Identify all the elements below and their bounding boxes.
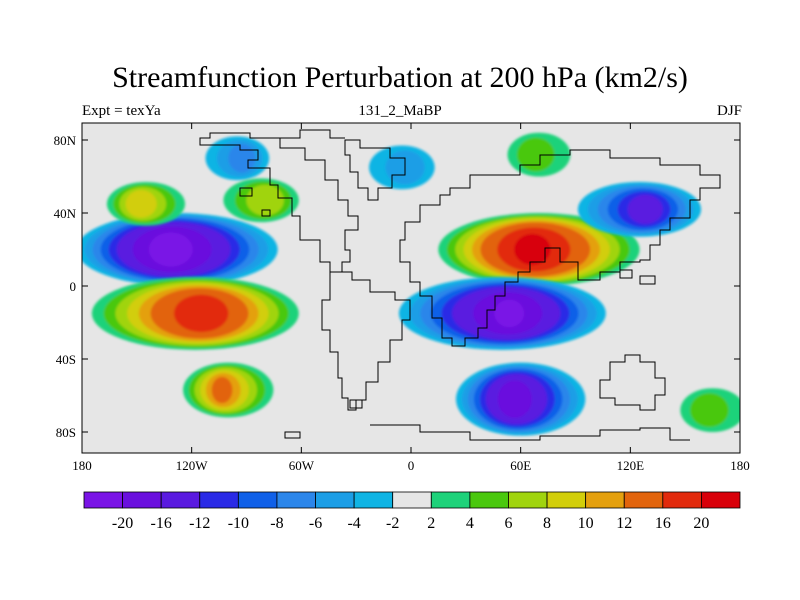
contour-band	[125, 190, 157, 218]
contour-band	[228, 143, 256, 173]
x-tick-label: 120W	[176, 458, 209, 473]
colorbar-label: 10	[578, 515, 594, 532]
colorbar-swatch	[353, 491, 394, 509]
experiment-label: Expt = texYa	[82, 103, 161, 119]
contour-band	[246, 184, 284, 216]
colorbar-label: -12	[189, 515, 210, 532]
contour-feature	[369, 145, 435, 190]
colorbar-label: -10	[228, 515, 249, 532]
colorbar-swatch	[237, 491, 278, 509]
contour-feature	[223, 178, 299, 223]
colorbar-label: -2	[386, 515, 399, 532]
colorbar-label: 2	[427, 515, 435, 532]
colorbar-label: 16	[655, 515, 671, 532]
colorbar-swatch	[276, 491, 316, 509]
contour-feature	[82, 213, 278, 286]
y-tick-label: 80S	[56, 425, 76, 440]
contour-band	[690, 393, 729, 428]
contour-band	[148, 232, 193, 267]
contour-feature	[455, 362, 586, 436]
contour-feature	[183, 362, 274, 418]
colorbar-label: -16	[151, 515, 172, 532]
coastline-antarctica	[284, 424, 690, 441]
contour-band	[494, 299, 525, 328]
colorbar-swatch	[585, 491, 625, 509]
x-axis: 180 120W 60W 0 60E 120E 180	[72, 123, 750, 473]
contour-feature	[680, 388, 740, 432]
colorbar-swatch	[701, 491, 741, 509]
colorbar-swatch	[546, 491, 587, 509]
colorbar-swatch	[315, 491, 355, 509]
coastline-north-america	[199, 132, 359, 273]
colorbar-swatch	[430, 491, 471, 509]
contour-band	[173, 294, 229, 333]
colorbar-swatch	[662, 491, 702, 509]
colorbar-label: 20	[693, 515, 709, 532]
y-axis: 80N 40N 0 40S 80S	[54, 133, 740, 440]
x-tick-label: 60W	[289, 458, 315, 473]
coastlines	[199, 129, 721, 441]
contour-band	[514, 233, 551, 266]
contour-feature	[438, 213, 640, 286]
contour-feature	[106, 181, 186, 226]
run-label: 131_2_MaBP	[358, 103, 442, 119]
x-tick-label: 120E	[617, 458, 645, 473]
contour-band	[516, 137, 555, 172]
coastline-canada-arctic	[280, 129, 345, 139]
x-tick-label: 0	[408, 458, 415, 473]
x-tick-label: 180	[72, 458, 92, 473]
colorbar-label: 8	[543, 515, 551, 532]
y-tick-label: 80N	[54, 133, 77, 148]
colorbar-swatch	[392, 491, 432, 509]
colorbar-swatch	[199, 491, 239, 509]
coastline-islands	[239, 187, 656, 409]
colorbar-swatch	[469, 491, 509, 509]
colorbar-label: 4	[466, 515, 474, 532]
x-tick-label: 180	[730, 458, 750, 473]
colorbar-swatch	[83, 491, 123, 509]
colorbar-swatch	[160, 491, 201, 509]
colorbar: -20 -16 -12 -10 -8 -6 -4 -2 2 4 6 8 10 12 16 20	[83, 491, 741, 532]
colorbar-label: -20	[112, 515, 133, 532]
y-tick-label: 40S	[56, 352, 76, 367]
colorbar-label: 12	[616, 515, 632, 532]
colorbar-swatch	[508, 491, 548, 509]
contour-feature	[205, 136, 270, 181]
contour-feature	[398, 276, 606, 350]
contour-band	[211, 376, 233, 404]
contour-band	[497, 380, 532, 418]
chart-title: Streamfunction Perturbation at 200 hPa (…	[112, 61, 688, 94]
contour-feature	[507, 132, 571, 177]
colorbar-label: -8	[270, 515, 283, 532]
colorbar-swatch	[122, 491, 162, 509]
contour-feature	[91, 276, 299, 350]
y-tick-label: 40N	[54, 206, 77, 221]
contour-fills	[82, 132, 740, 436]
season-label: DJF	[716, 103, 742, 119]
colorbar-label: -6	[309, 515, 322, 532]
colorbar-label: 6	[504, 515, 512, 532]
contour-band	[627, 194, 663, 224]
y-tick-label: 0	[70, 279, 77, 294]
coastline-south-america	[321, 271, 411, 411]
coastline-australia	[599, 354, 666, 411]
colorbar-label: -4	[347, 515, 360, 532]
contour-feature	[577, 181, 702, 237]
coastline-greenland	[344, 139, 406, 201]
x-tick-label: 60E	[510, 458, 531, 473]
colorbar-swatch	[623, 491, 664, 509]
